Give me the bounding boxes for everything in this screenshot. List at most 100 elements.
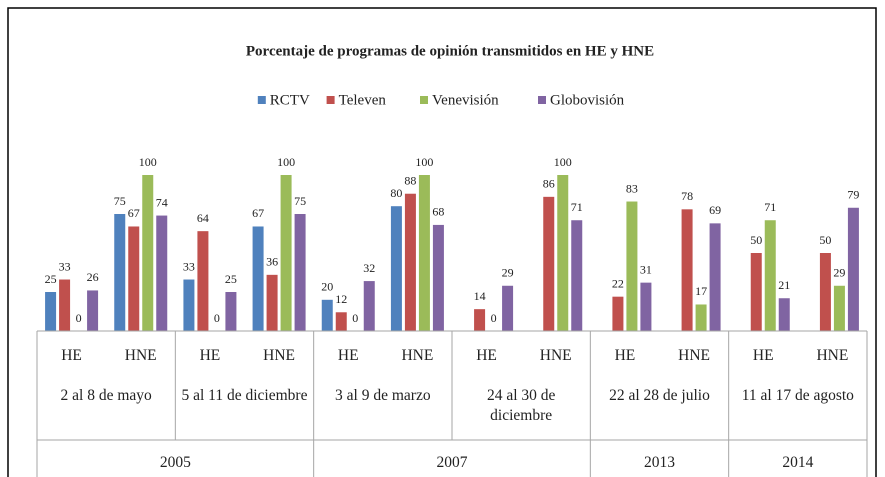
period-label: 3 al 9 de marzo bbox=[335, 387, 431, 404]
bar bbox=[432, 224, 444, 331]
value-label: 64 bbox=[197, 211, 209, 225]
value-label: 32 bbox=[363, 261, 375, 275]
bar bbox=[294, 214, 306, 331]
bar bbox=[695, 304, 707, 331]
value-label: 36 bbox=[266, 255, 278, 269]
value-label: 21 bbox=[778, 278, 790, 292]
period-label: 2 al 8 de mayo bbox=[60, 387, 152, 404]
bar bbox=[764, 220, 776, 331]
category-label: HE bbox=[752, 347, 774, 364]
bar bbox=[778, 298, 790, 331]
value-label: 29 bbox=[502, 266, 514, 280]
bar bbox=[640, 282, 652, 331]
value-label: 25 bbox=[225, 272, 237, 286]
value-label: 100 bbox=[415, 155, 433, 169]
chart-title: Porcentaje de programas de opinión trans… bbox=[246, 43, 654, 59]
bar bbox=[612, 296, 624, 331]
category-label: HE bbox=[476, 347, 497, 364]
category-label: HE bbox=[337, 347, 359, 364]
legend-swatch bbox=[257, 96, 266, 104]
bar bbox=[252, 226, 264, 331]
value-label: 79 bbox=[847, 188, 859, 202]
value-label: 78 bbox=[681, 189, 693, 203]
bar bbox=[390, 206, 402, 331]
bar bbox=[142, 175, 154, 331]
value-label: 88 bbox=[404, 173, 416, 187]
category-label: HNE bbox=[401, 347, 434, 364]
bar bbox=[709, 223, 721, 331]
year-label: 2013 bbox=[643, 454, 675, 471]
bar bbox=[266, 274, 278, 331]
legend-swatch bbox=[326, 96, 335, 104]
bar bbox=[819, 253, 831, 331]
value-label: 31 bbox=[640, 262, 652, 276]
bar bbox=[847, 207, 859, 331]
year-label: 2007 bbox=[436, 454, 468, 471]
value-label: 20 bbox=[321, 280, 333, 294]
value-label: 22 bbox=[612, 276, 624, 290]
value-label: 100 bbox=[139, 155, 157, 169]
legend-swatch bbox=[538, 96, 546, 104]
value-label: 0 bbox=[352, 311, 358, 325]
value-label: 83 bbox=[626, 181, 638, 195]
value-label: 33 bbox=[183, 259, 195, 273]
legend-label: RCTV bbox=[270, 92, 310, 108]
year-label: 2005 bbox=[159, 454, 191, 471]
value-label: 71 bbox=[571, 200, 583, 214]
category-label: HNE bbox=[539, 347, 572, 364]
bar bbox=[59, 279, 71, 331]
period-label: 11 al 17 de agosto bbox=[741, 387, 854, 404]
value-label: 67 bbox=[252, 206, 264, 220]
legend-swatch bbox=[420, 96, 428, 104]
bar bbox=[750, 253, 762, 331]
category-label: HNE bbox=[124, 347, 157, 364]
value-label: 67 bbox=[128, 206, 140, 220]
value-label: 74 bbox=[156, 195, 168, 209]
value-label: 17 bbox=[695, 284, 707, 298]
legend-label: Globovisión bbox=[550, 92, 625, 108]
bar bbox=[404, 193, 416, 331]
bar bbox=[418, 175, 430, 331]
bar bbox=[225, 292, 237, 331]
bar bbox=[557, 175, 569, 331]
value-label: 12 bbox=[335, 292, 347, 306]
value-label: 33 bbox=[59, 259, 71, 273]
year-label: 2014 bbox=[782, 454, 814, 471]
value-label: 0 bbox=[76, 311, 82, 325]
bar bbox=[626, 201, 638, 331]
period-label: 5 al 11 de diciembre bbox=[181, 387, 308, 404]
category-label: HE bbox=[614, 347, 636, 364]
bar bbox=[474, 309, 486, 331]
legend-label: Televen bbox=[339, 92, 387, 108]
value-label: 86 bbox=[543, 177, 555, 191]
bar bbox=[833, 285, 845, 331]
period-label: 22 al 28 de julio bbox=[609, 387, 710, 404]
bar bbox=[571, 220, 583, 331]
bar bbox=[280, 175, 292, 331]
bar bbox=[197, 231, 209, 331]
period-label: 24 al 30 de diciembre bbox=[486, 387, 556, 424]
value-label: 71 bbox=[764, 200, 776, 214]
value-label: 80 bbox=[390, 186, 402, 200]
legend-label: Venevisión bbox=[432, 92, 499, 108]
value-label: 100 bbox=[554, 155, 572, 169]
category-label: HNE bbox=[816, 347, 849, 364]
bar bbox=[502, 285, 514, 331]
value-label: 50 bbox=[819, 233, 831, 247]
bar bbox=[87, 290, 99, 331]
category-label: HE bbox=[61, 347, 82, 364]
frame bbox=[7, 7, 877, 477]
value-label: 14 bbox=[474, 289, 486, 303]
value-label: 26 bbox=[87, 270, 99, 284]
value-label: 75 bbox=[294, 194, 306, 208]
bar bbox=[363, 281, 375, 331]
value-label: 68 bbox=[432, 205, 444, 219]
value-label: 0 bbox=[491, 311, 497, 325]
bar bbox=[543, 196, 555, 331]
value-label: 69 bbox=[709, 203, 721, 217]
category-label: HNE bbox=[678, 347, 710, 364]
category-label: HNE bbox=[263, 347, 295, 364]
bar bbox=[45, 292, 57, 331]
